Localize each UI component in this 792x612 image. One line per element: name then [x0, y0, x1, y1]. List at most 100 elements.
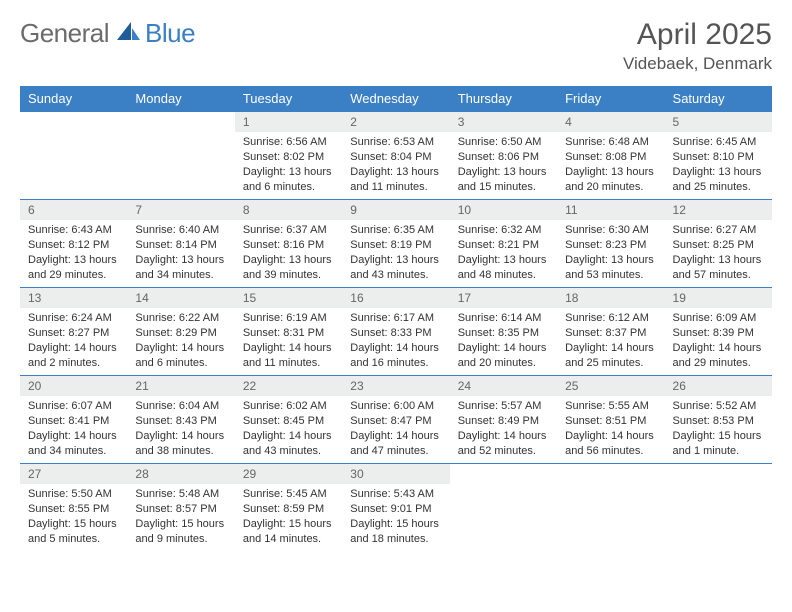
sunset-text: Sunset: 8:53 PM [673, 414, 764, 429]
day-content: Sunrise: 5:48 AMSunset: 8:57 PMDaylight:… [127, 484, 234, 550]
daylight-text: Daylight: 13 hours and 53 minutes. [565, 253, 656, 283]
day-number: 23 [342, 376, 449, 396]
calendar-day-cell: 26Sunrise: 5:52 AMSunset: 8:53 PMDayligh… [665, 376, 772, 464]
calendar-day-cell: 25Sunrise: 5:55 AMSunset: 8:51 PMDayligh… [557, 376, 664, 464]
day-number: 21 [127, 376, 234, 396]
daylight-text: Daylight: 13 hours and 6 minutes. [243, 165, 334, 195]
day-number: 16 [342, 288, 449, 308]
calendar-day-cell: 23Sunrise: 6:00 AMSunset: 8:47 PMDayligh… [342, 376, 449, 464]
daylight-text: Daylight: 13 hours and 15 minutes. [458, 165, 549, 195]
sunrise-text: Sunrise: 5:57 AM [458, 399, 549, 414]
calendar-week-row: 27Sunrise: 5:50 AMSunset: 8:55 PMDayligh… [20, 464, 772, 552]
day-number: 15 [235, 288, 342, 308]
sunset-text: Sunset: 8:55 PM [28, 502, 119, 517]
day-number: 24 [450, 376, 557, 396]
daylight-text: Daylight: 14 hours and 47 minutes. [350, 429, 441, 459]
daylight-text: Daylight: 15 hours and 1 minute. [673, 429, 764, 459]
sunrise-text: Sunrise: 6:09 AM [673, 311, 764, 326]
calendar-day-cell: 21Sunrise: 6:04 AMSunset: 8:43 PMDayligh… [127, 376, 234, 464]
daylight-text: Daylight: 14 hours and 29 minutes. [673, 341, 764, 371]
calendar-day-cell: 6Sunrise: 6:43 AMSunset: 8:12 PMDaylight… [20, 200, 127, 288]
sunrise-text: Sunrise: 6:32 AM [458, 223, 549, 238]
sunset-text: Sunset: 8:10 PM [673, 150, 764, 165]
daylight-text: Daylight: 13 hours and 11 minutes. [350, 165, 441, 195]
sunset-text: Sunset: 8:02 PM [243, 150, 334, 165]
sunset-text: Sunset: 8:59 PM [243, 502, 334, 517]
sunrise-text: Sunrise: 6:50 AM [458, 135, 549, 150]
day-number: 7 [127, 200, 234, 220]
daylight-text: Daylight: 14 hours and 6 minutes. [135, 341, 226, 371]
sunset-text: Sunset: 8:29 PM [135, 326, 226, 341]
calendar-week-row: 6Sunrise: 6:43 AMSunset: 8:12 PMDaylight… [20, 200, 772, 288]
day-content: Sunrise: 5:55 AMSunset: 8:51 PMDaylight:… [557, 396, 664, 462]
day-content: Sunrise: 6:02 AMSunset: 8:45 PMDaylight:… [235, 396, 342, 462]
sunset-text: Sunset: 8:19 PM [350, 238, 441, 253]
day-content: Sunrise: 6:00 AMSunset: 8:47 PMDaylight:… [342, 396, 449, 462]
weekday-header: Saturday [665, 86, 772, 112]
sunset-text: Sunset: 8:39 PM [673, 326, 764, 341]
day-number: 8 [235, 200, 342, 220]
logo-text-part2: Blue [145, 18, 195, 49]
weekday-header: Sunday [20, 86, 127, 112]
weekday-header: Thursday [450, 86, 557, 112]
logo-text-part1: General [20, 18, 109, 49]
calendar-week-row: 1Sunrise: 6:56 AMSunset: 8:02 PMDaylight… [20, 112, 772, 200]
daylight-text: Daylight: 13 hours and 34 minutes. [135, 253, 226, 283]
day-number: 4 [557, 112, 664, 132]
calendar-day-cell: 8Sunrise: 6:37 AMSunset: 8:16 PMDaylight… [235, 200, 342, 288]
weekday-header: Friday [557, 86, 664, 112]
day-number: 25 [557, 376, 664, 396]
day-content: Sunrise: 6:50 AMSunset: 8:06 PMDaylight:… [450, 132, 557, 198]
calendar-day-cell: 24Sunrise: 5:57 AMSunset: 8:49 PMDayligh… [450, 376, 557, 464]
day-number: 1 [235, 112, 342, 132]
sunset-text: Sunset: 8:04 PM [350, 150, 441, 165]
sunrise-text: Sunrise: 6:00 AM [350, 399, 441, 414]
sunrise-text: Sunrise: 6:24 AM [28, 311, 119, 326]
daylight-text: Daylight: 15 hours and 5 minutes. [28, 517, 119, 547]
calendar-day-cell: 15Sunrise: 6:19 AMSunset: 8:31 PMDayligh… [235, 288, 342, 376]
sunrise-text: Sunrise: 6:43 AM [28, 223, 119, 238]
day-number: 14 [127, 288, 234, 308]
calendar-empty-cell [450, 464, 557, 552]
day-content: Sunrise: 6:43 AMSunset: 8:12 PMDaylight:… [20, 220, 127, 286]
calendar-empty-cell [127, 112, 234, 200]
day-number: 20 [20, 376, 127, 396]
calendar-day-cell: 2Sunrise: 6:53 AMSunset: 8:04 PMDaylight… [342, 112, 449, 200]
daylight-text: Daylight: 15 hours and 9 minutes. [135, 517, 226, 547]
sunrise-text: Sunrise: 6:40 AM [135, 223, 226, 238]
sunrise-text: Sunrise: 6:17 AM [350, 311, 441, 326]
daylight-text: Daylight: 14 hours and 43 minutes. [243, 429, 334, 459]
sunrise-text: Sunrise: 5:55 AM [565, 399, 656, 414]
month-title: April 2025 [623, 18, 772, 52]
sunrise-text: Sunrise: 5:48 AM [135, 487, 226, 502]
calendar-day-cell: 10Sunrise: 6:32 AMSunset: 8:21 PMDayligh… [450, 200, 557, 288]
daylight-text: Daylight: 14 hours and 25 minutes. [565, 341, 656, 371]
daylight-text: Daylight: 13 hours and 39 minutes. [243, 253, 334, 283]
day-content: Sunrise: 6:56 AMSunset: 8:02 PMDaylight:… [235, 132, 342, 198]
day-content: Sunrise: 6:12 AMSunset: 8:37 PMDaylight:… [557, 308, 664, 374]
sail-icon [115, 18, 141, 49]
day-content: Sunrise: 6:27 AMSunset: 8:25 PMDaylight:… [665, 220, 772, 286]
day-content: Sunrise: 6:40 AMSunset: 8:14 PMDaylight:… [127, 220, 234, 286]
day-number: 5 [665, 112, 772, 132]
sunrise-text: Sunrise: 5:50 AM [28, 487, 119, 502]
sunrise-text: Sunrise: 6:45 AM [673, 135, 764, 150]
title-block: April 2025 Videbaek, Denmark [623, 18, 772, 74]
day-content: Sunrise: 6:09 AMSunset: 8:39 PMDaylight:… [665, 308, 772, 374]
sunset-text: Sunset: 8:06 PM [458, 150, 549, 165]
day-number: 6 [20, 200, 127, 220]
calendar-day-cell: 30Sunrise: 5:43 AMSunset: 9:01 PMDayligh… [342, 464, 449, 552]
day-content: Sunrise: 6:45 AMSunset: 8:10 PMDaylight:… [665, 132, 772, 198]
daylight-text: Daylight: 14 hours and 16 minutes. [350, 341, 441, 371]
calendar-day-cell: 19Sunrise: 6:09 AMSunset: 8:39 PMDayligh… [665, 288, 772, 376]
weekday-header: Wednesday [342, 86, 449, 112]
calendar-empty-cell [20, 112, 127, 200]
day-number: 10 [450, 200, 557, 220]
calendar-day-cell: 22Sunrise: 6:02 AMSunset: 8:45 PMDayligh… [235, 376, 342, 464]
sunset-text: Sunset: 8:08 PM [565, 150, 656, 165]
day-number: 26 [665, 376, 772, 396]
sunrise-text: Sunrise: 6:07 AM [28, 399, 119, 414]
sunset-text: Sunset: 8:16 PM [243, 238, 334, 253]
daylight-text: Daylight: 13 hours and 48 minutes. [458, 253, 549, 283]
sunrise-text: Sunrise: 6:53 AM [350, 135, 441, 150]
